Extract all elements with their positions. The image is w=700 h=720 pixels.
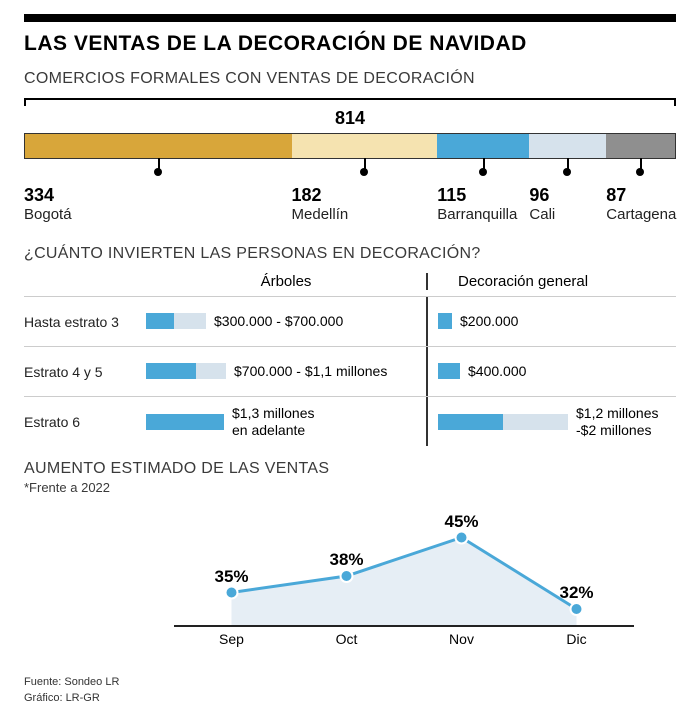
trees-price: $300.000 - $700.000 (214, 313, 343, 330)
x-axis-label: Nov (404, 627, 519, 647)
bar-seg-barranquilla (437, 134, 529, 158)
strata-label: Hasta estrato 3 (24, 314, 146, 330)
page-title: LAS VENTAS DE LA DECORACIÓN DE NAVIDAD (24, 32, 676, 56)
stores-section: COMERCIOS FORMALES CON VENTAS DE DECORAC… (24, 70, 676, 223)
col-header-deco: Decoración general (428, 273, 676, 290)
chart-x-axis: SepOctNovDic (174, 625, 634, 647)
spend-row: Estrato 6 $1,3 millonesen adelante $1,2 mi… (24, 396, 676, 446)
chart-subtitle: AUMENTO ESTIMADO DE LAS VENTAS (24, 460, 676, 478)
chart-point-label: 45% (444, 512, 478, 532)
strata-label: Estrato 6 (24, 414, 146, 430)
chart-area: 35% 38% 45% 32% (174, 495, 634, 625)
line-chart-section: AUMENTO ESTIMADO DE LAS VENTAS *Frente a… (24, 460, 676, 647)
top-rule (24, 14, 676, 22)
bar-seg-cali (529, 134, 606, 158)
spend-row: Hasta estrato 3 $300.000 - $700.000 $200.0… (24, 296, 676, 346)
bar-label-medellín: 182Medellín (292, 185, 438, 223)
strata-label: Estrato 4 y 5 (24, 364, 146, 380)
stacked-bar-labels: 334Bogotá182Medellín115Barranquilla96Cal… (24, 185, 676, 223)
x-axis-label: Sep (174, 627, 289, 647)
deco-price: $400.000 (468, 363, 526, 380)
deco-price: $200.000 (460, 313, 518, 330)
bar-seg-bogotá (25, 134, 292, 158)
bracket (24, 98, 676, 106)
deco-bar (438, 313, 452, 329)
trees-bar (146, 363, 226, 379)
deco-bar (438, 363, 460, 379)
source-line1: Fuente: Sondeo LR (24, 675, 119, 690)
spending-section: ¿CUÁNTO INVIERTEN LAS PERSONAS EN DECORA… (24, 245, 676, 446)
bar-seg-cartagena (606, 134, 675, 158)
deco-bar (438, 414, 568, 430)
spend-row: Estrato 4 y 5 $700.000 - $1,1 millones $40… (24, 346, 676, 396)
trees-price: $700.000 - $1,1 millones (234, 363, 387, 380)
line-chart-svg (174, 495, 634, 625)
x-axis-label: Oct (289, 627, 404, 647)
bar-label-bogotá: 334Bogotá (24, 185, 292, 223)
chart-point-label: 35% (214, 567, 248, 587)
stores-total: 814 (24, 108, 676, 129)
trees-bar (146, 313, 206, 329)
bar-seg-medellín (292, 134, 437, 158)
bar-label-cartagena: 87Cartagena (606, 185, 676, 223)
stacked-bar (24, 133, 676, 159)
bar-label-barranquilla: 115Barranquilla (437, 185, 529, 223)
chart-point-label: 38% (329, 550, 363, 570)
bar-label-cali: 96Cali (529, 185, 606, 223)
x-axis-label: Dic (519, 627, 634, 647)
source-line2: Gráfico: LR-GR (24, 691, 119, 706)
deco-price: $1,2 millones-$2 millones (576, 405, 659, 439)
stores-subtitle: COMERCIOS FORMALES CON VENTAS DE DECORAC… (24, 70, 676, 88)
source-credit: Fuente: Sondeo LR Gráfico: LR-GR (24, 675, 119, 706)
chart-note: *Frente a 2022 (24, 480, 676, 495)
col-header-trees: Árboles (146, 273, 426, 290)
trees-price: $1,3 millonesen adelante (232, 405, 315, 439)
spending-subtitle: ¿CUÁNTO INVIERTEN LAS PERSONAS EN DECORA… (24, 245, 676, 263)
chart-point-label: 32% (559, 583, 593, 603)
trees-bar (146, 414, 224, 430)
